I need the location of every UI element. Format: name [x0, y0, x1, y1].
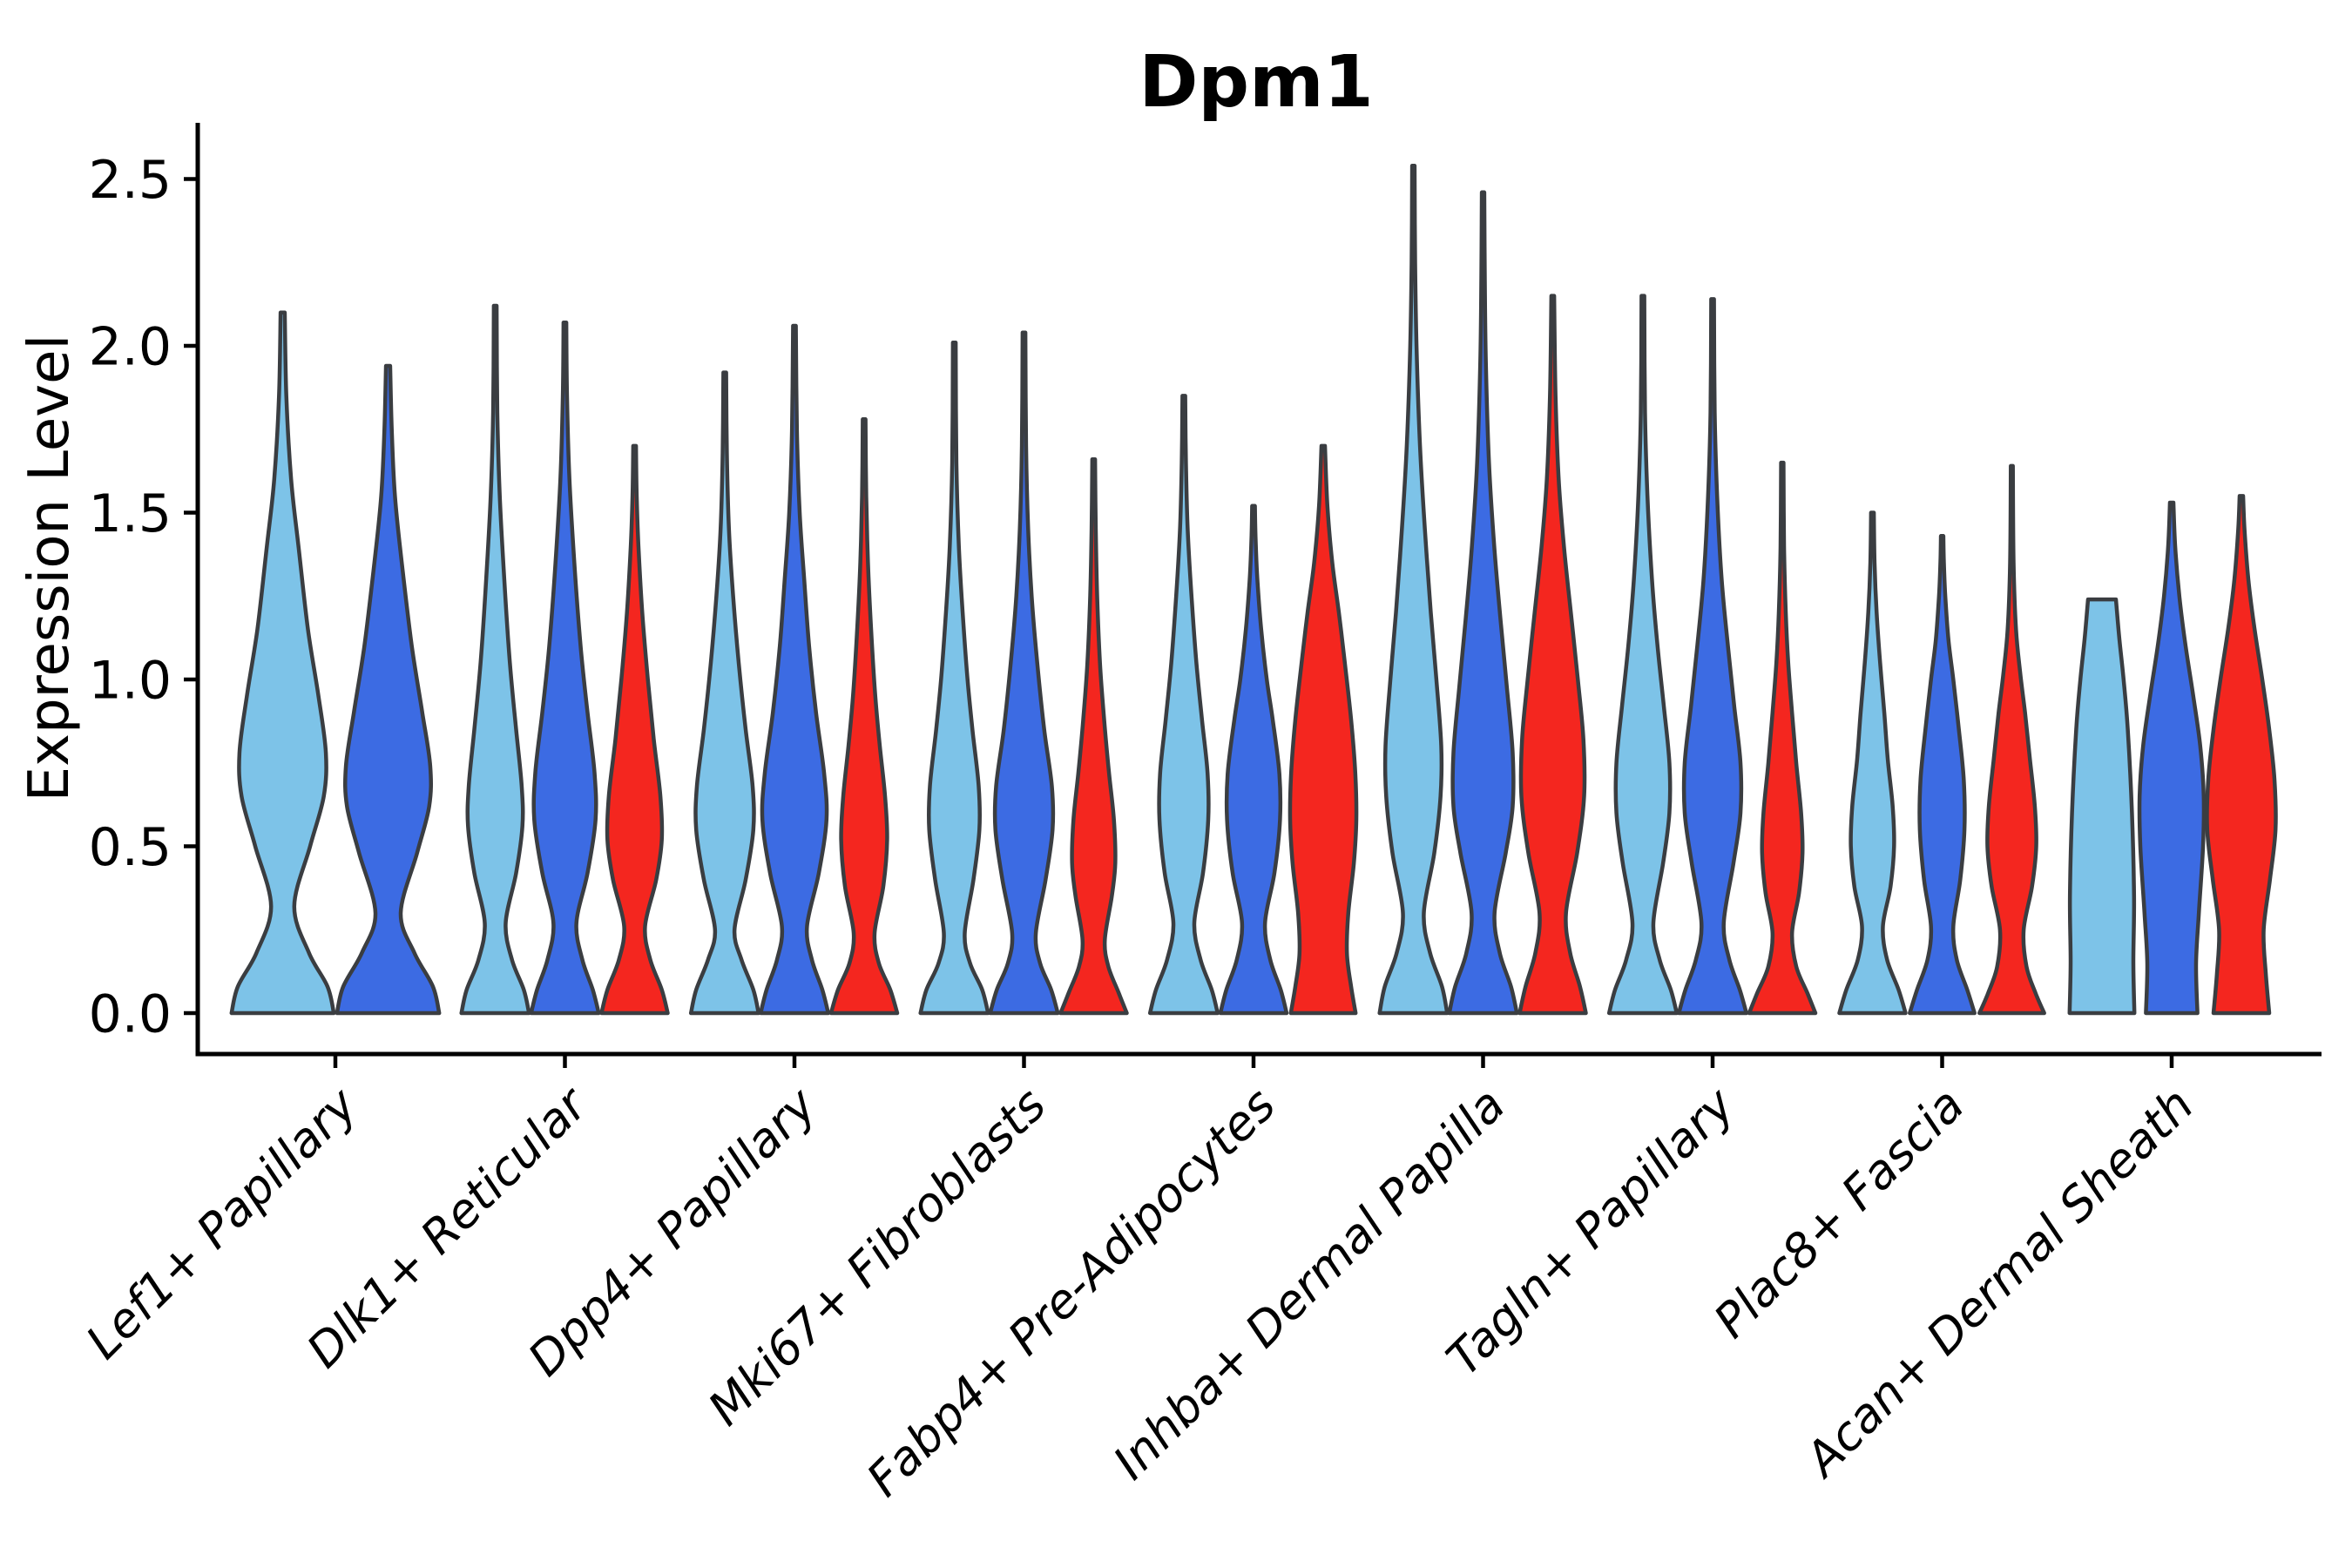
violin-acan-dermal-sheath-dark-blue [2137, 500, 2207, 1016]
x-tick-label: Inhba+ Dermal Papilla [1103, 1078, 1516, 1490]
violin-mki67-fibroblasts-red [1058, 456, 1129, 1016]
y-tick-label: 0.5 [89, 817, 172, 878]
violin-fabp4-pre-adipocytes-red [1288, 443, 1359, 1016]
violin-dlk1-reticular-red [599, 443, 670, 1016]
violin-acan-dermal-sheath-light-blue [2067, 597, 2137, 1016]
violin-fabp4-pre-adipocytes-light-blue [1147, 394, 1220, 1016]
violin-fabp4-pre-adipocytes-dark-blue [1218, 504, 1289, 1016]
violin-acan-dermal-sheath-red [2205, 494, 2278, 1016]
y-axis-label: Expression Level [17, 335, 82, 802]
violin-tagln-papillary-dark-blue [1676, 297, 1749, 1016]
violin-lef1-papillary-light-blue [229, 310, 336, 1016]
violin-plac8-fascia-red [1977, 463, 2046, 1016]
chart-title: Dpm1 [1139, 41, 1373, 124]
violin-plac8-fascia-light-blue [1837, 510, 1908, 1016]
violin-dlk1-reticular-light-blue [459, 303, 531, 1016]
violins-layer [229, 163, 2278, 1016]
violin-dpp4-papillary-red [828, 417, 900, 1016]
x-tick-label: Acan+ Dermal Sheath [1793, 1078, 2204, 1489]
violin-mki67-fibroblasts-light-blue [918, 340, 990, 1016]
violin-inhba-dermal-papilla-light-blue [1377, 163, 1450, 1016]
violin-dpp4-papillary-light-blue [688, 370, 761, 1016]
y-tick-label: 0.0 [89, 984, 172, 1045]
violin-plac8-fascia-dark-blue [1908, 534, 1977, 1016]
y-tick-label: 1.5 [89, 483, 172, 544]
y-tick-label: 2.0 [89, 317, 172, 378]
violin-tagln-papillary-red [1747, 460, 1818, 1016]
y-tick-label: 2.5 [89, 150, 172, 211]
violin-mki67-fibroblasts-dark-blue [988, 330, 1060, 1016]
violin-dpp4-papillary-dark-blue [758, 323, 831, 1016]
violin-lef1-papillary-dark-blue [335, 363, 442, 1016]
x-tick-label: Fabp4+ Pre-Adipocytes [856, 1078, 1286, 1507]
violin-dlk1-reticular-dark-blue [529, 320, 601, 1016]
violin-inhba-dermal-papilla-dark-blue [1447, 190, 1519, 1016]
violin-inhba-dermal-papilla-red [1517, 294, 1588, 1016]
violin-tagln-papillary-light-blue [1606, 294, 1680, 1016]
y-tick-label: 1.0 [89, 651, 172, 712]
